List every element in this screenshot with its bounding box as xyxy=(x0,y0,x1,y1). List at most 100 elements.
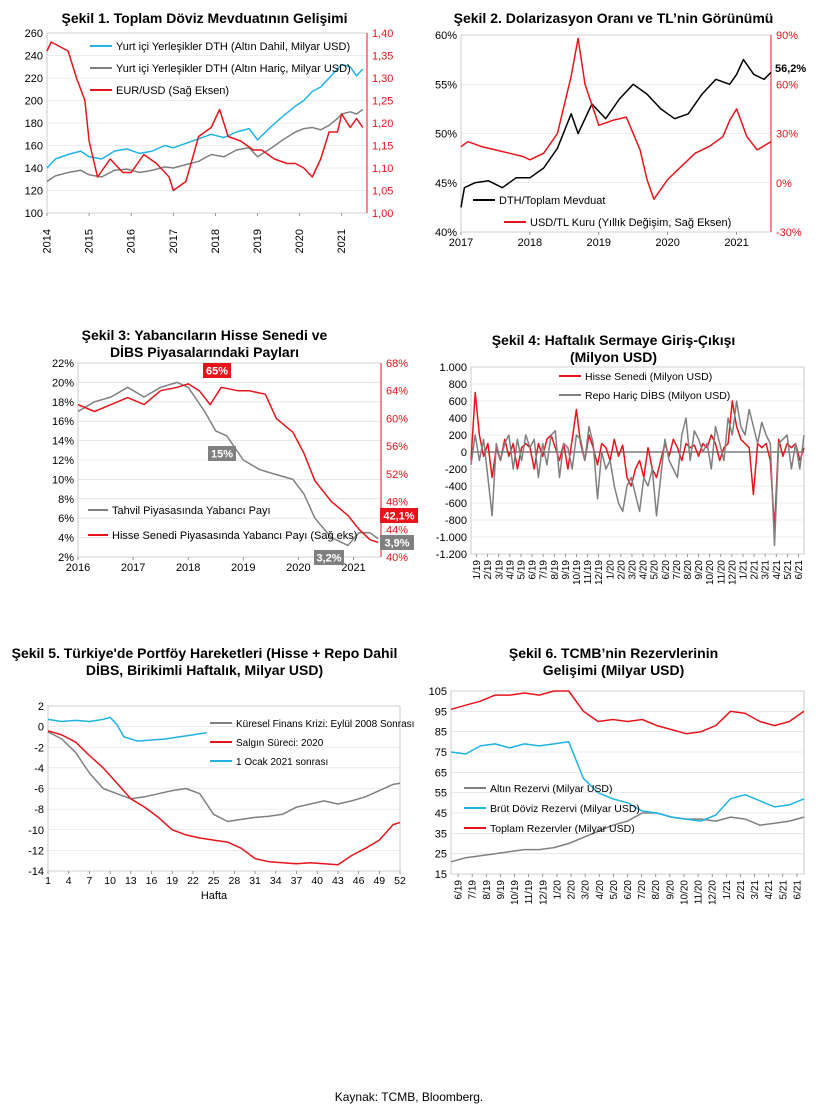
x-tick-label: 7 xyxy=(86,875,92,887)
y-tick-label: -12 xyxy=(28,845,44,857)
x-tick-label: 2/21 xyxy=(750,560,761,580)
chart-2-plot: 40% 45% 50% 55% 60% -30% 0% 30% 60% 90% 2017 2018 20… xyxy=(435,30,806,249)
x-tick-label: 3/20 xyxy=(581,880,592,900)
y-right-tick-label: 68% xyxy=(386,358,408,370)
x-tick-label: 1/21 xyxy=(722,880,733,900)
x-tick-label: 4/20 xyxy=(595,880,606,900)
x-tick-label: 31 xyxy=(249,875,261,887)
x-tick-label: 12/20 xyxy=(708,880,719,905)
y-tick-label: 260 xyxy=(25,28,43,40)
series-line-2 xyxy=(77,383,379,544)
x-tick-label: 2018 xyxy=(210,229,222,253)
y-right-tick-label: 1,20 xyxy=(372,118,393,130)
x-tick-label: 19 xyxy=(166,875,178,887)
label-3-9: 3,9% xyxy=(384,538,409,550)
y-right-tick-label: 1,25 xyxy=(372,96,393,108)
x-tick-label: 2021 xyxy=(341,562,365,574)
legend-label: Hisse Senedi (Milyon USD) xyxy=(585,371,712,383)
x-tick-label: 2020 xyxy=(655,237,679,249)
x-tick-label: 9/19 xyxy=(496,880,507,900)
x-tick-label: 4/21 xyxy=(772,560,783,580)
x-tick-label: 2/20 xyxy=(616,560,627,580)
legend-label: Yurt içi Yerleşikler DTH (Altın Hariç, M… xyxy=(116,63,351,75)
y-tick-label: -14 xyxy=(28,866,44,878)
chart-2: Şekil 2. Dolarizasyon Oranı ve TL’nin Gö… xyxy=(409,0,818,260)
x-tick-label: 4 xyxy=(66,875,72,887)
x-tick-label: 8/20 xyxy=(651,880,662,900)
y-tick-label: 180 xyxy=(25,118,43,130)
y-tick-label: 220 xyxy=(25,73,43,85)
x-tick-label: 7/19 xyxy=(468,880,479,900)
x-tick-label: 10/19 xyxy=(510,880,521,905)
y-tick-label: 12% xyxy=(52,455,74,467)
y-tick-label: 60% xyxy=(435,30,457,42)
x-tick-label: 4/20 xyxy=(639,560,650,580)
x-tick-label: 9/20 xyxy=(665,880,676,900)
x-tick-label: 46 xyxy=(353,875,365,887)
y-tick-label: 160 xyxy=(25,141,43,153)
x-tick-label: 6/19 xyxy=(528,560,539,580)
y-tick-label: 120 xyxy=(25,186,43,198)
x-tick-label: 11/20 xyxy=(716,560,727,585)
x-tick-label: 8/19 xyxy=(482,880,493,900)
x-tick-label: 2021 xyxy=(336,229,348,253)
series-line-1 xyxy=(77,381,379,547)
y-tick-label: 105 xyxy=(429,686,447,698)
x-tick-label: 28 xyxy=(229,875,241,887)
x-tick-label: 2016 xyxy=(66,562,90,574)
legend-label: Toplam Rezervler (Milyar USD) xyxy=(490,823,635,835)
legend-label: EUR/USD (Sağ Eksen) xyxy=(116,85,229,97)
series-line-2 xyxy=(460,37,772,200)
y-tick-label: -6 xyxy=(34,784,44,796)
x-tick-label: 5/20 xyxy=(650,560,661,580)
y-tick-label: 600 xyxy=(449,396,467,408)
y-tick-label: 0 xyxy=(38,722,44,734)
label-15: 15% xyxy=(211,449,233,461)
y-tick-label: 45% xyxy=(435,178,457,190)
y-tick-label: 95 xyxy=(435,706,447,718)
y-tick-label: -400 xyxy=(445,481,467,493)
x-tick-label: 2020 xyxy=(286,562,310,574)
y-tick-label: 0 xyxy=(461,447,467,459)
x-tick-label: 6/21 xyxy=(792,880,803,900)
x-tick-label: 5/19 xyxy=(516,560,527,580)
chart-5-plot: -14 -12 -10 -8 -6 -4 -2 0 2 1 4 7 10 13 16 19 22 25 28 31 34… xyxy=(28,701,414,902)
y-tick-label: 18% xyxy=(52,397,74,409)
x-tick-label: 10/20 xyxy=(679,880,690,905)
series-line-1 xyxy=(46,63,364,169)
y-tick-label: -600 xyxy=(445,498,467,510)
chart-4-plot: -1.200 -1.000 -800 -600 -400 -200 0 200 400 600 80… xyxy=(436,362,805,585)
y-right-tick-label: -30% xyxy=(776,227,802,239)
x-axis-label: Hafta xyxy=(201,890,228,902)
chart-title: Şekil 4: Haftalık Sermaye Giriş-Çıkışı (… xyxy=(491,332,736,365)
legend-label: Salgın Süreci: 2020 xyxy=(236,738,324,749)
chart-title: Şekil 3: Yabancıların Hisse Senedi ve Dİ… xyxy=(81,327,328,360)
chart-title: Şekil 2. Dolarizasyon Oranı ve TL’nin Gö… xyxy=(453,10,774,26)
label-3-2: 3,2% xyxy=(316,553,341,565)
y-tick-label: 10% xyxy=(52,474,74,486)
legend-label: Küresel Finans Krizi: Eylül 2008 Sonrası xyxy=(236,719,414,730)
x-tick-label: 2017 xyxy=(449,237,473,249)
x-tick-label: 3/19 xyxy=(494,560,505,580)
x-tick-label: 6/20 xyxy=(623,880,634,900)
chart-4: Şekil 4: Haftalık Sermaye Giriş-Çıkışı (… xyxy=(409,322,818,612)
y-tick-label: 55 xyxy=(435,788,447,800)
legend-label: Yurt içi Yerleşikler DTH (Altın Dahil, M… xyxy=(116,41,350,53)
x-tick-label: 2014 xyxy=(42,229,54,253)
series-line-1 xyxy=(470,391,805,530)
y-right-tick-label: 40% xyxy=(386,552,408,564)
series-line-2 xyxy=(470,400,805,547)
label-3-9-box xyxy=(380,535,414,550)
label-42-1: 42,1% xyxy=(383,511,414,523)
y-tick-label: 15 xyxy=(435,869,447,881)
x-tick-label: 49 xyxy=(373,875,385,887)
label-42-1-box xyxy=(380,508,418,523)
legend-label: Brüt Döviz Rezervi (Milyar USD) xyxy=(490,803,640,815)
y-tick-label: 55% xyxy=(435,79,457,91)
x-tick-label: 13 xyxy=(125,875,137,887)
y-tick-label: -10 xyxy=(28,825,44,837)
legend-label: Altın Rezervi (Milyar USD) xyxy=(490,783,613,795)
x-tick-label: 2/19 xyxy=(483,560,494,580)
chart-6: Şekil 6. TCMB’nin Rezervlerinin Gelişimi… xyxy=(409,640,818,905)
legend-label: Tahvil Piyasasında Yabancı Payı xyxy=(112,505,271,517)
